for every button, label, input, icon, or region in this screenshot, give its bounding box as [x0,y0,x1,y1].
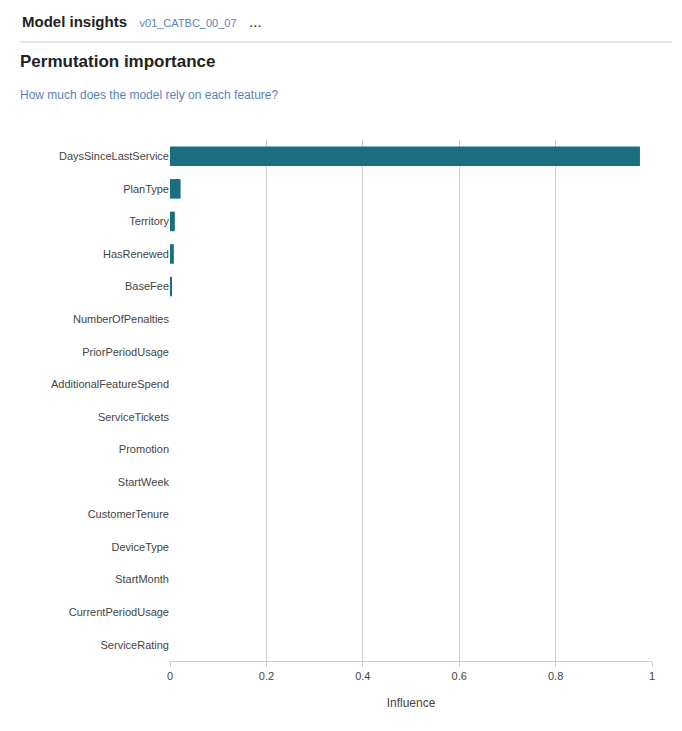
svg-text:0: 0 [167,670,173,682]
svg-text:0.8: 0.8 [548,670,563,682]
svg-text:PlanType: PlanType [123,183,169,195]
svg-text:CustomerTenure: CustomerTenure [88,508,169,520]
svg-text:PriorPeriodUsage: PriorPeriodUsage [82,346,169,358]
svg-text:Influence: Influence [387,696,436,710]
svg-text:Permutation importance: Permutation importance [20,52,216,71]
svg-text:DeviceType: DeviceType [112,541,169,553]
svg-text:AdditionalFeatureSpend: AdditionalFeatureSpend [51,378,169,390]
svg-text:How much does the model rely o: How much does the model rely on each fea… [20,88,278,102]
svg-text:DaysSinceLastService: DaysSinceLastService [59,150,169,162]
svg-text:Model insights v01_CATBC_00_: Model insights v01_CATBC_00_07 ... [22,13,262,30]
svg-text:ServiceTickets: ServiceTickets [98,411,170,423]
svg-text:ServiceRating: ServiceRating [101,639,169,651]
svg-text:NumberOfPenalties: NumberOfPenalties [73,313,169,325]
svg-text:StartWeek: StartWeek [118,476,170,488]
svg-text:0.4: 0.4 [355,670,370,682]
svg-text:CurrentPeriodUsage: CurrentPeriodUsage [69,606,169,618]
svg-text:Territory: Territory [129,215,169,227]
svg-text:Promotion: Promotion [119,443,169,455]
svg-text:1: 1 [649,670,655,682]
svg-text:0.2: 0.2 [259,670,274,682]
svg-text:BaseFee: BaseFee [125,280,169,292]
svg-text:0.6: 0.6 [452,670,467,682]
svg-text:StartMonth: StartMonth [115,573,169,585]
svg-text:HasRenewed: HasRenewed [103,248,169,260]
